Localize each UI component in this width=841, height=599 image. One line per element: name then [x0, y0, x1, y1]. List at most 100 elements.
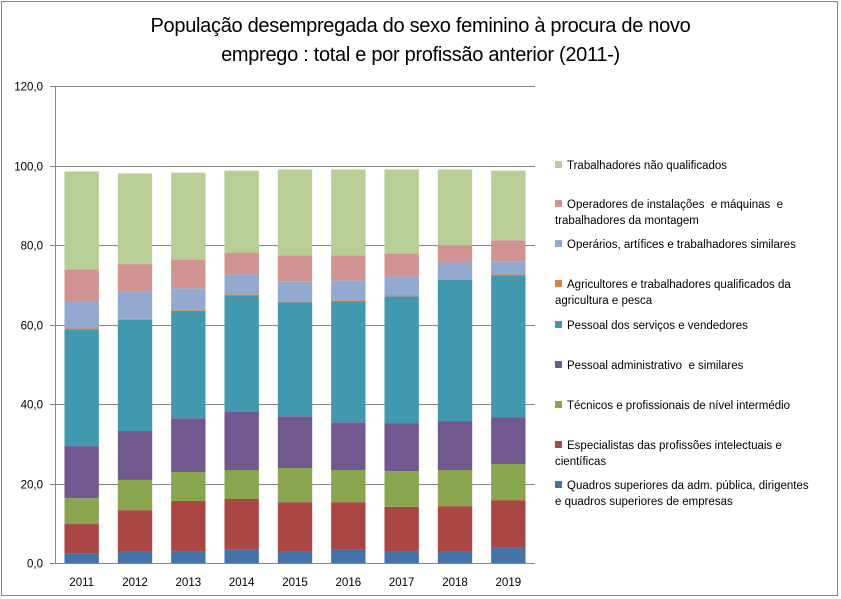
bar-segment-2011-1 [64, 524, 99, 554]
bar-segment-2016-4 [331, 301, 366, 423]
bar-segment-2011-6 [64, 301, 99, 329]
bar-segment-2017-6 [384, 276, 419, 296]
bar-segment-2013-2 [171, 471, 206, 501]
bar-segment-2016-7 [331, 255, 366, 281]
legend-swatch [555, 441, 562, 448]
bar-segment-2018-2 [437, 469, 473, 507]
bar-segment-2015-5 [277, 301, 313, 303]
legend-swatch [555, 321, 562, 328]
bar-segment-2015-8 [277, 169, 313, 256]
bar-segment-2013-7 [171, 259, 206, 289]
bar-segment-2011-7 [64, 269, 99, 302]
legend-swatch [555, 200, 562, 207]
bar-segment-2014-5 [224, 294, 259, 296]
x-tick-label: 2019 [496, 577, 522, 589]
bar-segment-2016-5 [331, 300, 366, 302]
bar-segment-2012-6 [117, 291, 153, 319]
bars [64, 169, 526, 563]
bar-segment-2017-3 [384, 423, 419, 472]
bar-segment-2015-3 [277, 416, 313, 468]
bar-segment-2015-1 [277, 502, 313, 552]
legend-label: Operários, artífices e trabalhadores sim… [567, 239, 796, 251]
bar-segment-2015-7 [277, 255, 313, 282]
bar-segment-2014-7 [224, 252, 259, 275]
bar-segment-2019-8 [491, 170, 526, 241]
bar-segment-2013-1 [171, 500, 206, 552]
bar-segment-2014-8 [224, 170, 259, 253]
legend-label: Quadros superiores da adm. pública, diri… [555, 480, 809, 508]
bar-segment-2019-3 [491, 417, 526, 465]
bar-segment-2013-6 [171, 288, 206, 311]
bar-segment-2016-3 [331, 422, 366, 470]
y-tick-labels: 0,0 20,0 40,0 60,0 80,0 100,0 120,0 [14, 82, 43, 571]
bar-segment-2019-2 [491, 464, 526, 501]
bar-segment-2016-2 [331, 469, 366, 503]
y-tick-label: 20,0 [21, 480, 43, 492]
bar-segment-2015-0 [277, 551, 313, 563]
bar-segment-2015-4 [277, 302, 313, 417]
y-tick-label: 40,0 [21, 400, 43, 412]
bar-segment-2013-5 [171, 310, 206, 311]
bar-segment-2012-5 [117, 318, 153, 320]
x-tick-label: 2017 [389, 577, 415, 589]
bar-segment-2011-0 [64, 553, 99, 563]
x-tick-label: 2016 [336, 577, 362, 589]
chart-title-line-1: População desempregada do sexo feminino … [150, 15, 691, 37]
chart-title: População desempregada do sexo feminino … [0, 12, 841, 70]
bar-segment-2011-3 [64, 446, 99, 499]
bar-segment-2011-2 [64, 498, 99, 525]
bar-segment-2014-0 [224, 549, 259, 563]
bar-segment-2012-2 [117, 479, 153, 511]
bar-segment-2012-0 [117, 551, 153, 563]
bar-segment-2016-8 [331, 169, 366, 256]
y-tick-label: 120,0 [14, 82, 43, 94]
bar-segment-2016-1 [331, 502, 366, 550]
legend-swatch [555, 280, 562, 287]
bar-segment-2016-6 [331, 280, 366, 301]
x-tick-label: 2012 [122, 577, 148, 589]
y-tick-label: 80,0 [21, 241, 43, 253]
y-tick-label: 60,0 [21, 321, 43, 333]
y-tick-label: 100,0 [14, 162, 43, 174]
bar-segment-2014-3 [224, 411, 259, 470]
bar-segment-2014-2 [224, 469, 259, 500]
bar-segment-2013-3 [171, 418, 206, 472]
bar-segment-2012-8 [117, 173, 153, 265]
legend-label: Especialistas das profissões intelectuai… [555, 440, 782, 468]
bar-segment-2015-2 [277, 468, 313, 503]
bar-segment-2014-1 [224, 499, 259, 550]
bar-segment-2011-8 [64, 171, 99, 270]
legend-swatch [555, 161, 562, 168]
bar-segment-2019-0 [491, 547, 526, 563]
bar-segment-2014-6 [224, 274, 259, 295]
legend-swatch [555, 401, 562, 408]
x-tick-label: 2011 [69, 577, 94, 589]
bar-segment-2017-5 [384, 295, 419, 297]
bar-segment-2013-8 [171, 172, 206, 260]
x-tick-label: 2015 [282, 577, 308, 589]
bar-segment-2017-7 [384, 253, 419, 277]
bar-segment-2015-6 [277, 281, 313, 302]
bar-segment-2014-4 [224, 295, 259, 412]
bar-segment-2018-4 [437, 279, 473, 422]
bar-segment-2017-0 [384, 551, 419, 563]
bar-segment-2012-4 [117, 319, 153, 432]
legend-swatch [555, 361, 562, 368]
legend-label: Trabalhadores não qualificados [567, 160, 728, 172]
x-tick-label: 2018 [442, 577, 468, 589]
bar-segment-2018-1 [437, 506, 473, 552]
bar-segment-2018-3 [437, 421, 473, 470]
legend-label: Pessoal dos serviços e vendedores [567, 320, 748, 332]
bar-segment-2012-3 [117, 431, 153, 480]
bar-segment-2012-1 [117, 510, 153, 552]
bar-segment-2017-2 [384, 471, 419, 507]
legend-label: Técnicos e profissionais de nível interm… [567, 400, 791, 412]
legend-label: Pessoal administrativo e similares [567, 360, 744, 372]
bar-segment-2019-4 [491, 275, 526, 418]
x-tick-label: 2014 [229, 577, 255, 589]
bar-segment-2018-6 [437, 262, 473, 280]
bar-segment-2011-5 [64, 328, 99, 330]
bar-segment-2018-5 [437, 279, 473, 280]
